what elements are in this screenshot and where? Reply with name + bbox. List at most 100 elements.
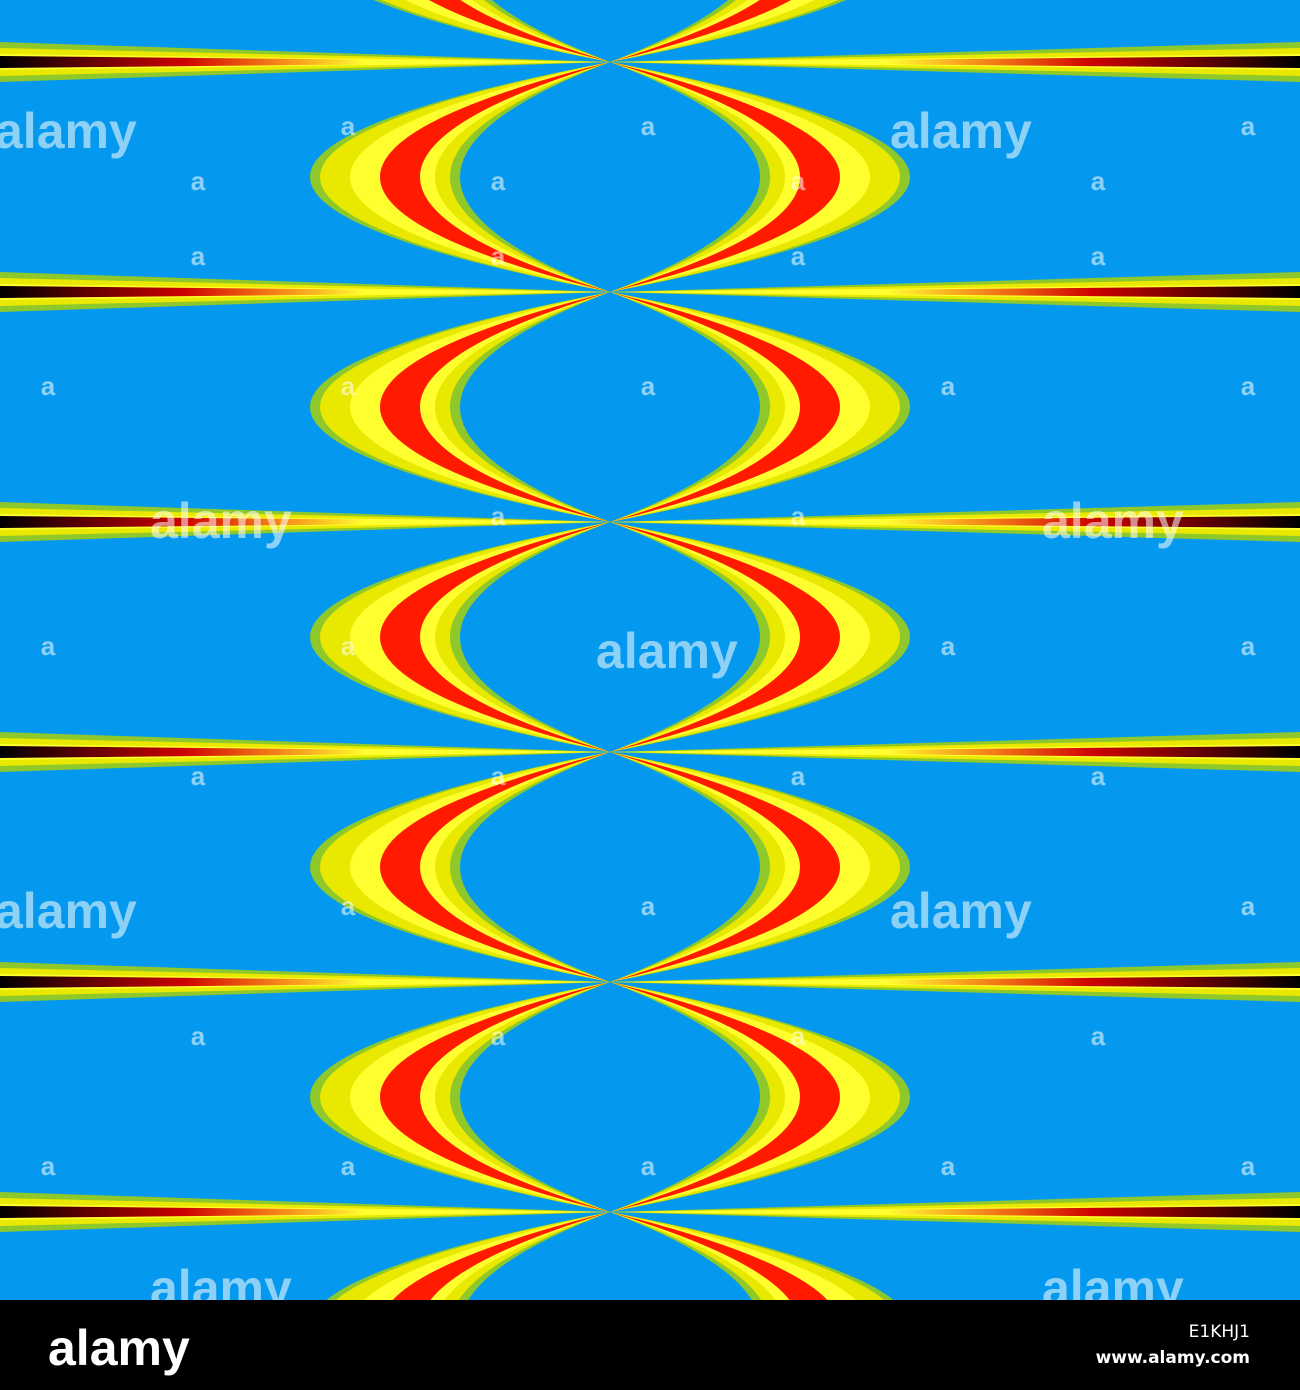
watermark-logo: alamy [1042, 493, 1184, 549]
crescent [392, 1212, 610, 1300]
watermark-mark: a [191, 761, 206, 791]
crescent [610, 62, 900, 292]
footer-bar [0, 1300, 1300, 1390]
watermark-mark: a [491, 761, 506, 791]
crescent [350, 982, 610, 1212]
crescent [610, 982, 910, 1212]
watermark-logo: alamy [890, 103, 1032, 159]
crescent [310, 982, 610, 1212]
crescent [320, 752, 610, 982]
crescent [380, 982, 610, 1212]
watermark-mark: a [1241, 1151, 1256, 1181]
crescent [610, 62, 910, 292]
crescent [320, 62, 610, 292]
crescent [350, 62, 610, 292]
streak-core [0, 746, 610, 758]
crescent [610, 752, 840, 982]
watermark-mark: a [941, 371, 956, 401]
crescent [610, 0, 791, 62]
streak-core [0, 286, 610, 298]
crescent [610, 752, 900, 982]
crescent [610, 62, 870, 292]
crescent [310, 752, 610, 982]
watermark-mark: a [41, 371, 56, 401]
crescent [320, 982, 610, 1212]
crescent [610, 982, 900, 1212]
crescent [610, 522, 910, 752]
watermark-mark: a [1091, 241, 1106, 271]
watermark-logo: alamy [596, 623, 738, 679]
watermark-mark: a [791, 166, 806, 196]
crescent [610, 522, 870, 752]
watermark-mark: a [341, 891, 356, 921]
watermark-mark: a [791, 501, 806, 531]
watermark-mark: a [341, 1151, 356, 1181]
watermark-mark: a [491, 241, 506, 271]
crescent [610, 1212, 828, 1300]
watermark-logo: alamy [890, 883, 1032, 939]
footer-url: www.alamy.com [1096, 1348, 1250, 1368]
crescent [610, 292, 910, 522]
crescent [610, 982, 870, 1212]
watermark-mark: a [341, 371, 356, 401]
watermark-mark: a [941, 1151, 956, 1181]
crescent [610, 982, 840, 1212]
background [0, 0, 1300, 1300]
streak-core [610, 1206, 1300, 1218]
crescent [310, 292, 610, 522]
streak-core [610, 56, 1300, 68]
crescent [320, 292, 610, 522]
crescent [320, 522, 610, 752]
streak-core [610, 516, 1300, 528]
crescent [610, 292, 840, 522]
crescent [350, 522, 610, 752]
watermark-mark: a [341, 631, 356, 661]
watermark-mark: a [1241, 371, 1256, 401]
image-id: E1KHJ1 [1189, 1322, 1250, 1342]
crescent [610, 752, 910, 982]
crescent [429, 0, 610, 62]
watermark-mark: a [1241, 631, 1256, 661]
crescent [380, 292, 610, 522]
watermark-mark: a [1241, 891, 1256, 921]
watermark-mark: a [491, 1021, 506, 1051]
watermark-mark: a [41, 1151, 56, 1181]
streak-core [610, 746, 1300, 758]
crescent [610, 62, 840, 292]
watermark-logo: alamy [150, 493, 292, 549]
watermark-mark: a [41, 631, 56, 661]
watermark-logo: alamy [0, 103, 137, 159]
watermark-mark: a [941, 631, 956, 661]
watermark-mark: a [341, 111, 356, 141]
watermark-mark: a [191, 241, 206, 271]
crescent [350, 292, 610, 522]
watermark-mark: a [1091, 761, 1106, 791]
crescent [380, 522, 610, 752]
watermark-mark: a [641, 891, 656, 921]
watermark-mark: a [791, 1021, 806, 1051]
crescent [610, 292, 870, 522]
crescent [610, 292, 900, 522]
footer-logo: alamy [48, 1320, 190, 1376]
watermark-mark: a [191, 166, 206, 196]
crescent [350, 752, 610, 982]
watermark-mark: a [491, 166, 506, 196]
streak-core [610, 286, 1300, 298]
streak-core [0, 516, 610, 528]
watermark-mark: a [1091, 166, 1106, 196]
watermark-mark: a [491, 501, 506, 531]
watermark-mark: a [641, 371, 656, 401]
crescent [310, 62, 610, 292]
watermark-mark: a [641, 1151, 656, 1181]
watermark-mark: a [791, 241, 806, 271]
crescent [610, 522, 840, 752]
streak-core [0, 56, 610, 68]
crescent [610, 522, 900, 752]
streak-core [0, 1206, 610, 1218]
crescent [610, 752, 870, 982]
crescent [310, 522, 610, 752]
streak-core [610, 976, 1300, 988]
